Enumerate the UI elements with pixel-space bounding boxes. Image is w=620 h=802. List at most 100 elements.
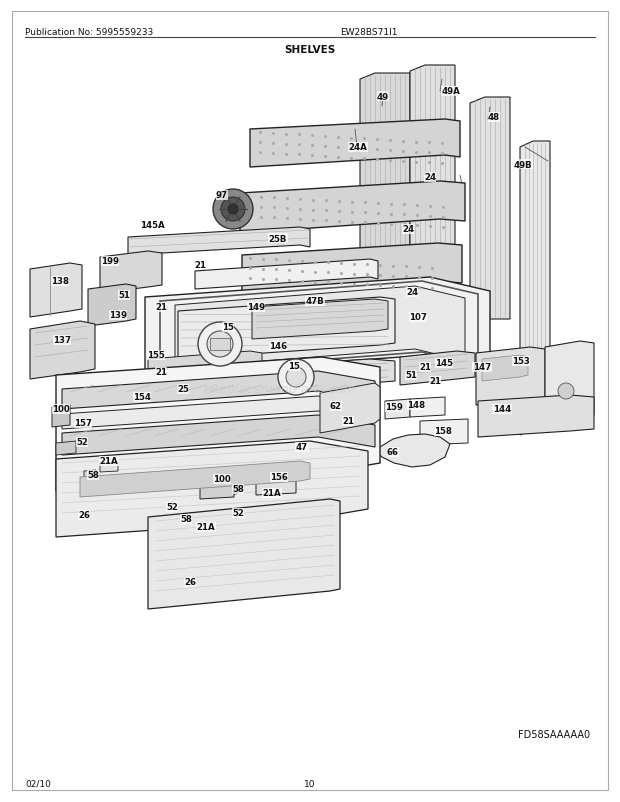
Text: 58: 58 [180, 515, 192, 524]
Circle shape [558, 383, 574, 399]
Polygon shape [252, 300, 388, 339]
Text: 21: 21 [155, 303, 167, 312]
Polygon shape [200, 481, 234, 500]
Text: 49A: 49A [441, 87, 461, 96]
Polygon shape [62, 415, 375, 456]
Polygon shape [160, 505, 180, 520]
Text: 58: 58 [87, 471, 99, 480]
Polygon shape [375, 435, 450, 468]
Text: SHELVES: SHELVES [285, 45, 335, 55]
Text: 25B: 25B [269, 234, 287, 243]
Text: 154: 154 [133, 393, 151, 402]
Polygon shape [62, 371, 375, 410]
Text: 156: 156 [270, 473, 288, 482]
Polygon shape [128, 228, 310, 256]
Text: 199: 199 [101, 257, 119, 266]
Text: eReplacementParts.com: eReplacementParts.com [204, 383, 356, 396]
Text: 47B: 47B [306, 297, 324, 306]
Text: 52: 52 [166, 503, 178, 512]
Polygon shape [30, 264, 82, 318]
Circle shape [207, 331, 233, 358]
Text: 138: 138 [51, 277, 69, 286]
Polygon shape [385, 399, 410, 419]
Text: 52: 52 [232, 508, 244, 518]
Polygon shape [56, 441, 76, 456]
Polygon shape [476, 347, 545, 406]
Text: 21A: 21A [100, 457, 118, 466]
Text: 149: 149 [247, 303, 265, 312]
Text: 100: 100 [52, 405, 70, 414]
Text: 15: 15 [222, 323, 234, 332]
Polygon shape [88, 285, 136, 326]
Text: 47: 47 [296, 443, 308, 452]
Polygon shape [178, 298, 395, 359]
Polygon shape [545, 342, 594, 423]
Text: FD58SAAAAA0: FD58SAAAAA0 [518, 729, 590, 739]
Polygon shape [185, 359, 395, 395]
Polygon shape [470, 98, 510, 326]
Text: 49: 49 [377, 92, 389, 101]
Text: 158: 158 [434, 427, 452, 436]
Text: 139: 139 [109, 311, 127, 320]
Polygon shape [145, 277, 490, 375]
Text: 147: 147 [473, 363, 491, 372]
Polygon shape [410, 398, 445, 418]
Text: 21: 21 [194, 260, 206, 269]
Polygon shape [250, 119, 460, 168]
Text: 26: 26 [78, 511, 90, 520]
Text: 26: 26 [184, 577, 196, 587]
Text: 24: 24 [406, 288, 418, 297]
Polygon shape [148, 351, 262, 378]
Text: 15: 15 [288, 362, 300, 371]
Polygon shape [256, 477, 296, 496]
Polygon shape [195, 260, 378, 290]
Polygon shape [56, 441, 368, 537]
Polygon shape [242, 244, 462, 296]
Text: 24: 24 [402, 225, 414, 234]
Text: 145A: 145A [140, 221, 164, 230]
Text: 58: 58 [232, 485, 244, 494]
Text: 157: 157 [74, 419, 92, 428]
Text: 21: 21 [429, 377, 441, 386]
Text: 21: 21 [155, 368, 167, 377]
Text: 25: 25 [177, 385, 189, 394]
Polygon shape [520, 142, 550, 435]
Text: 107: 107 [409, 313, 427, 322]
Text: 24A: 24A [348, 144, 368, 152]
Text: 153: 153 [512, 357, 530, 366]
Text: 51: 51 [405, 371, 417, 380]
Circle shape [198, 322, 242, 367]
Polygon shape [478, 395, 594, 437]
Circle shape [286, 367, 306, 387]
Polygon shape [62, 396, 375, 429]
Polygon shape [84, 471, 96, 480]
Circle shape [213, 190, 253, 229]
Text: 21A: 21A [197, 523, 215, 532]
Text: 144: 144 [493, 405, 511, 414]
Circle shape [228, 205, 238, 215]
Polygon shape [175, 286, 465, 369]
Text: 48: 48 [488, 113, 500, 123]
Text: 02/10: 02/10 [25, 779, 51, 788]
Polygon shape [148, 500, 340, 610]
Text: 155: 155 [147, 351, 165, 360]
Text: 21: 21 [419, 363, 431, 372]
Text: 49B: 49B [514, 160, 533, 169]
Polygon shape [232, 513, 252, 528]
Text: 159: 159 [385, 403, 403, 412]
Polygon shape [320, 383, 380, 433]
Polygon shape [56, 358, 380, 492]
Text: 137: 137 [53, 336, 71, 345]
Text: 148: 148 [407, 401, 425, 410]
Polygon shape [224, 486, 236, 496]
Polygon shape [180, 520, 192, 529]
Polygon shape [482, 355, 528, 382]
Text: 10: 10 [304, 779, 316, 788]
Text: 145: 145 [435, 359, 453, 368]
Text: 21: 21 [342, 417, 354, 426]
Polygon shape [80, 461, 310, 497]
Circle shape [278, 359, 314, 395]
Text: Publication No: 5995559233: Publication No: 5995559233 [25, 28, 153, 37]
Text: 21A: 21A [263, 489, 281, 498]
Text: 52: 52 [76, 438, 88, 447]
